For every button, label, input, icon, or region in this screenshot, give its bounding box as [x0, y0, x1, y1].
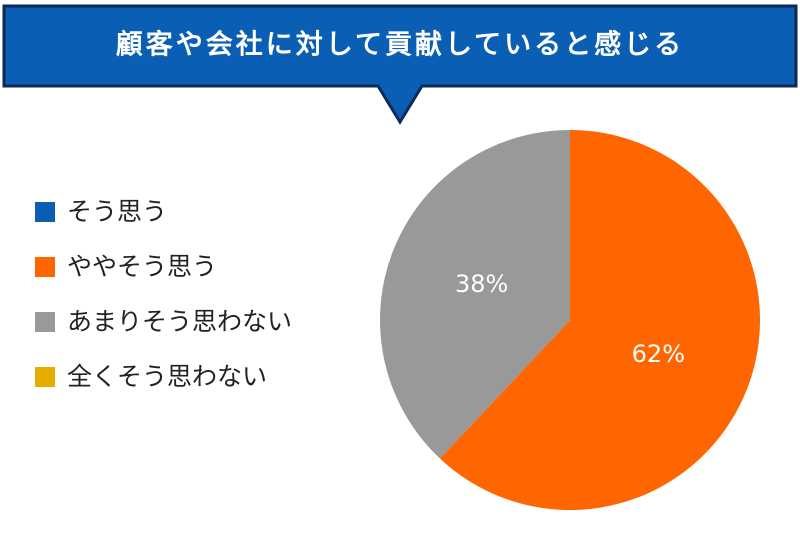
legend-label: あまりそう思わない [67, 307, 292, 336]
legend-label: 全くそう思わない [67, 362, 267, 391]
legend-swatch [35, 312, 55, 332]
chart-title: 顧客や会社に対して貢献していると感じる [116, 29, 684, 61]
pie-slice [439, 130, 760, 511]
data-label: 38% [455, 270, 508, 298]
pie-slice [379, 130, 570, 459]
legend-label: そう思う [67, 197, 167, 226]
legend-label: ややそう思う [67, 252, 217, 281]
legend-swatch [35, 367, 55, 387]
legend-swatch [35, 202, 55, 222]
title-banner [2, 4, 798, 125]
data-label: 62% [632, 340, 685, 368]
legend-swatch [35, 257, 55, 277]
